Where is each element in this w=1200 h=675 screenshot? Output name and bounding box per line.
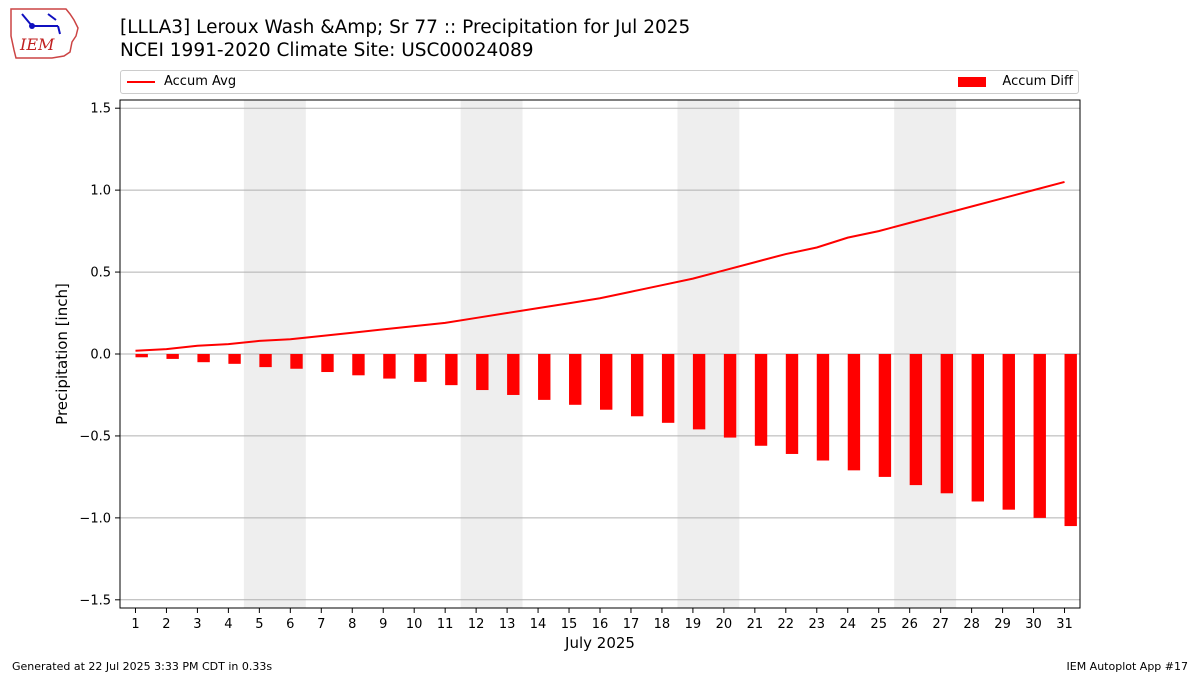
x-tick-label: 10 xyxy=(406,617,423,632)
bar xyxy=(723,354,737,438)
bar xyxy=(507,354,520,395)
y-tick-label: −1.5 xyxy=(79,593,111,608)
legend: Accum Avg Accum Diff xyxy=(120,70,1079,94)
x-tick-label: 20 xyxy=(716,617,733,632)
x-tick-label: 27 xyxy=(932,617,949,632)
bar xyxy=(754,354,768,446)
station-line xyxy=(21,13,61,35)
bar xyxy=(661,354,675,423)
x-tick-label: 25 xyxy=(870,617,887,632)
x-tick-label: 19 xyxy=(685,617,702,632)
x-tick-label: 13 xyxy=(499,617,516,632)
chart-subtitle: NCEI 1991-2020 Climate Site: USC00024089 xyxy=(120,40,534,61)
legend-bar-swatch xyxy=(958,77,986,87)
bar xyxy=(1002,354,1015,510)
bar xyxy=(290,354,303,369)
x-tick-label: 21 xyxy=(747,617,764,632)
y-tick-label: 0.0 xyxy=(90,348,111,363)
bar xyxy=(352,354,365,376)
bar xyxy=(600,354,613,410)
x-tick-label: 8 xyxy=(348,617,356,632)
bar xyxy=(1033,354,1046,518)
accum-avg-line xyxy=(135,180,1065,352)
x-tick-label: 4 xyxy=(224,617,232,632)
bar xyxy=(940,354,954,494)
bar xyxy=(476,354,489,391)
x-axis-label: July 2025 xyxy=(565,634,635,652)
bar xyxy=(166,354,179,359)
x-tick-label: 14 xyxy=(530,617,547,632)
x-tick-label: 18 xyxy=(654,617,671,632)
bar xyxy=(630,354,644,417)
y-tick-label: 1.0 xyxy=(90,184,111,199)
y-axis-label: Precipitation [inch] xyxy=(53,283,71,425)
bar xyxy=(878,354,892,477)
legend-line-label: Accum Avg xyxy=(164,74,237,89)
bar xyxy=(135,354,148,358)
logo-text: IEM xyxy=(19,35,55,54)
bar xyxy=(847,354,861,471)
bar xyxy=(971,354,984,502)
x-tick-label: 7 xyxy=(317,617,325,632)
bar xyxy=(197,354,210,363)
bar xyxy=(259,354,272,368)
x-tick-label: 28 xyxy=(963,617,980,632)
app-credit: IEM Autoplot App #17 xyxy=(1066,660,1189,673)
x-tick-label: 22 xyxy=(778,617,795,632)
x-tick-label: 26 xyxy=(901,617,918,632)
iem-logo: IEM xyxy=(10,8,79,59)
x-tick-label: 30 xyxy=(1025,617,1042,632)
bar xyxy=(414,354,427,382)
generated-timestamp: Generated at 22 Jul 2025 3:33 PM CDT in … xyxy=(12,660,273,673)
x-tick-label: 2 xyxy=(162,617,170,632)
bar xyxy=(445,354,458,386)
bar xyxy=(1064,354,1077,527)
x-tick-label: 11 xyxy=(437,617,454,632)
bar xyxy=(816,354,830,461)
bar xyxy=(692,354,706,430)
bar xyxy=(909,354,923,486)
bar xyxy=(538,354,551,400)
x-tick-label: 17 xyxy=(623,617,640,632)
y-tick-label: −1.0 xyxy=(79,511,111,526)
x-tick-label: 12 xyxy=(468,617,485,632)
y-tick-label: 1.5 xyxy=(90,102,111,117)
x-tick-label: 24 xyxy=(839,617,856,632)
y-tick-label: −0.5 xyxy=(79,429,111,444)
bar xyxy=(321,354,334,373)
x-tick-label: 15 xyxy=(561,617,578,632)
x-tick-label: 1 xyxy=(131,617,139,632)
chart-title: [LLLA3] Leroux Wash &Amp; Sr 77 :: Preci… xyxy=(120,17,691,38)
x-tick-label: 31 xyxy=(1056,617,1073,632)
x-tick-label: 16 xyxy=(592,617,609,632)
y-tick-label: 0.5 xyxy=(90,266,111,281)
bar xyxy=(228,354,241,364)
bar xyxy=(785,354,799,454)
x-tick-label: 5 xyxy=(255,617,263,632)
x-tick-label: 9 xyxy=(379,617,387,632)
bar xyxy=(383,354,396,379)
legend-bar-label: Accum Diff xyxy=(1002,74,1073,89)
x-tick-label: 23 xyxy=(809,617,826,632)
bar xyxy=(569,354,582,405)
x-tick-label: 6 xyxy=(286,617,294,632)
legend-line-swatch xyxy=(127,81,155,83)
x-tick-label: 29 xyxy=(994,617,1011,632)
x-tick-label: 3 xyxy=(193,617,201,632)
